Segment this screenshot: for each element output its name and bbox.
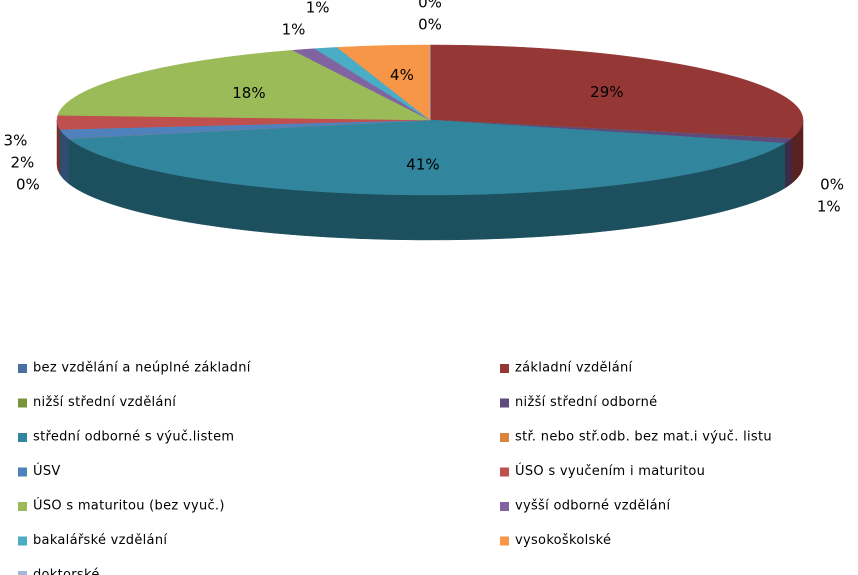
data-label: 1% [306, 0, 330, 16]
pie-slice [429, 44, 804, 139]
legend-swatch [500, 536, 509, 546]
legend-swatch [500, 467, 509, 477]
legend-swatch [18, 536, 27, 546]
legend-swatch [500, 364, 509, 373]
legend-label: střední odborné s výuč.listem [33, 430, 234, 445]
legend-label: nižší střední vzdělání [33, 395, 176, 410]
legend-label: ÚSV [33, 463, 61, 479]
data-label: 3% [4, 132, 28, 150]
pie-side [784, 138, 792, 189]
legend-swatch [18, 467, 27, 477]
pie-slice [57, 50, 431, 121]
data-label: 4% [390, 66, 414, 84]
legend-swatch [18, 571, 27, 575]
legend-swatch [18, 502, 27, 511]
data-label: 0% [418, 0, 442, 12]
data-label: 41% [406, 155, 439, 173]
legend-label: vysokoškolské [515, 533, 611, 548]
legend-label: ÚSO s vyučením i maturitou [515, 463, 705, 479]
legend-label: nižší střední odborné [515, 395, 657, 410]
legend-swatch [18, 364, 27, 373]
pie-slice [68, 119, 786, 196]
legend-label: základní vzdělání [515, 361, 633, 376]
data-label: 0% [418, 16, 442, 34]
data-label: 2% [10, 154, 34, 172]
data-label: 0% [820, 176, 844, 194]
legend-swatch [500, 433, 509, 442]
legend-label: doktorské [33, 568, 100, 575]
data-label: 0% [16, 176, 40, 194]
data-label: 1% [817, 198, 841, 216]
legend-swatch [18, 433, 27, 442]
legend-swatch [500, 398, 509, 408]
data-label: 29% [590, 83, 623, 101]
data-label: 18% [232, 84, 265, 102]
data-label: 1% [282, 20, 306, 38]
legend-label: vyšší odborné vzdělání [515, 499, 670, 514]
legend-label: bakalářské vzdělání [33, 533, 167, 548]
pie-tops [56, 44, 804, 196]
legend-label: stř. nebo stř.odb. bez mat.i výuč. listu [515, 430, 772, 445]
legend-label: ÚSO s maturitou (bez vyuč.) [33, 498, 225, 514]
legend-label: bez vzdělání a neúplné základní [33, 361, 251, 376]
legend-swatch [18, 398, 27, 408]
legend-swatch [500, 502, 509, 511]
